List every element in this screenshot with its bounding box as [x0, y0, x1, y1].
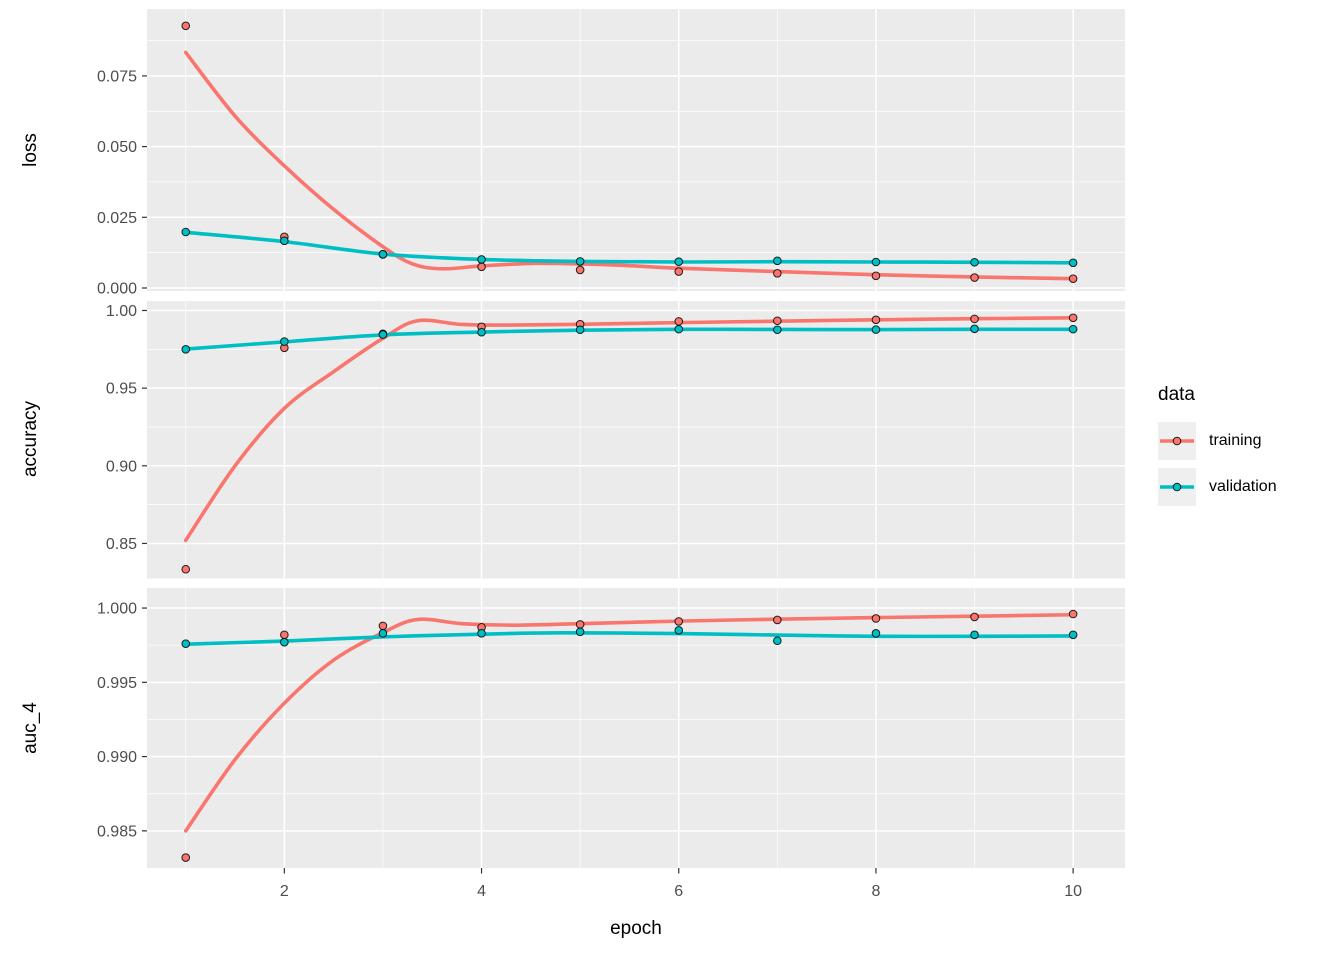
y-tick-label: 0.990 — [97, 749, 137, 766]
validation-smooth-line-loss — [183, 230, 1075, 265]
training-point-loss-epoch-6 — [674, 267, 684, 276]
validation-point-loss-epoch-10 — [1068, 258, 1078, 268]
training-point-auc_4-epoch-6 — [674, 617, 684, 626]
panel-background-accuracy — [147, 301, 1125, 579]
panel-background-auc_4 — [147, 588, 1125, 868]
training-point-loss-epoch-9 — [970, 273, 979, 282]
legend-label-validation: validation — [1209, 478, 1277, 495]
y-axis-title-auc: auc_4 — [20, 702, 41, 754]
validation-point-auc_4-epoch-6 — [674, 626, 684, 635]
validation-point-auc_4-epoch-9 — [970, 630, 979, 640]
validation-point-accuracy-epoch-10 — [1068, 324, 1078, 334]
y-tick-label: 0.995 — [97, 675, 137, 692]
validation-key-glyph — [1160, 482, 1194, 492]
validation-point-accuracy-epoch-1 — [181, 345, 191, 354]
legend-item-validation: validation — [1158, 468, 1338, 506]
training-point-accuracy-epoch-1 — [181, 564, 191, 574]
validation-point-accuracy-epoch-6 — [674, 324, 684, 334]
x-tick-label: 6 — [674, 883, 683, 900]
y-tick-label: 0.025 — [97, 210, 137, 227]
legend-key-validation-icon — [1158, 468, 1196, 506]
training-point-auc_4-epoch-10 — [1068, 609, 1078, 619]
y-tick-label: 0.985 — [97, 823, 137, 840]
training-point-auc_4-epoch-1 — [181, 853, 191, 862]
validation-key-point — [1172, 482, 1182, 492]
training-point-accuracy-epoch-9 — [970, 314, 979, 324]
legend-label-training: training — [1209, 432, 1262, 449]
validation-point-auc_4-epoch-2 — [280, 637, 289, 647]
training-point-accuracy-epoch-8 — [871, 315, 881, 325]
validation-smooth-line-accuracy — [183, 327, 1075, 351]
training-point-accuracy-epoch-6 — [674, 317, 684, 326]
y-tick-label: 0.000 — [97, 281, 137, 298]
validation-point-loss-epoch-3 — [378, 250, 388, 259]
legend-item-training: training — [1158, 422, 1338, 460]
validation-point-loss-epoch-9 — [970, 257, 979, 267]
validation-point-loss-epoch-6 — [674, 257, 684, 267]
panel-series-loss — [181, 21, 1078, 283]
validation-point-loss-epoch-2 — [280, 236, 289, 246]
validation-smooth-line-auc_4 — [183, 631, 1075, 646]
y-axis-title-loss: loss — [20, 133, 41, 167]
validation-point-accuracy-epoch-3 — [378, 330, 388, 339]
panel-series-auc_4 — [181, 609, 1078, 862]
y-tick-label: 0.050 — [97, 139, 137, 156]
y-axis-title-accuracy: accuracy — [20, 400, 41, 478]
validation-point-accuracy-epoch-4 — [477, 327, 486, 337]
y-tick-label: 0.95 — [106, 381, 137, 398]
validation-point-accuracy-epoch-9 — [970, 324, 979, 334]
training-point-auc_4-epoch-3 — [378, 621, 388, 631]
validation-point-loss-epoch-5 — [575, 257, 585, 266]
validation-point-accuracy-epoch-7 — [773, 325, 782, 335]
validation-point-auc_4-epoch-3 — [378, 629, 388, 638]
legend: data training validation — [1158, 384, 1338, 514]
panel-background-loss — [147, 9, 1125, 291]
validation-point-auc_4-epoch-1 — [181, 639, 191, 649]
training-point-auc_4-epoch-2 — [280, 630, 289, 640]
training-point-auc_4-epoch-8 — [871, 614, 881, 623]
y-tick-label: 0.90 — [106, 458, 137, 475]
validation-point-accuracy-epoch-2 — [280, 337, 289, 346]
training-point-auc_4-epoch-7 — [773, 615, 782, 625]
validation-point-accuracy-epoch-8 — [871, 325, 881, 334]
validation-point-auc_4-epoch-5 — [575, 627, 585, 637]
validation-point-auc_4-epoch-7 — [773, 636, 782, 646]
training-smooth-line-loss — [183, 50, 1075, 281]
training-point-loss-epoch-5 — [575, 265, 585, 275]
training-point-accuracy-epoch-7 — [773, 316, 782, 326]
training-key-glyph — [1160, 436, 1194, 446]
training-point-accuracy-epoch-10 — [1068, 313, 1078, 323]
y-tick-label: 1.00 — [106, 303, 137, 320]
training-point-loss-epoch-4 — [477, 262, 486, 272]
x-tick-label: 8 — [871, 883, 880, 900]
training-point-loss-epoch-8 — [871, 271, 881, 281]
validation-point-auc_4-epoch-10 — [1068, 630, 1078, 640]
training-key-point — [1172, 436, 1182, 446]
y-tick-label: 0.075 — [97, 68, 137, 85]
training-point-auc_4-epoch-5 — [575, 620, 585, 629]
training-point-auc_4-epoch-9 — [970, 612, 979, 622]
x-tick-label: 10 — [1064, 883, 1082, 900]
training-point-loss-epoch-1 — [181, 21, 191, 31]
validation-point-auc_4-epoch-4 — [477, 629, 486, 638]
y-tick-label: 1.000 — [97, 601, 137, 618]
validation-point-auc_4-epoch-8 — [871, 629, 881, 638]
x-tick-label: 4 — [477, 883, 486, 900]
validation-point-loss-epoch-8 — [871, 257, 881, 267]
legend-key-training-icon — [1158, 422, 1196, 460]
training-point-loss-epoch-10 — [1068, 274, 1078, 283]
x-tick-label: 2 — [280, 883, 289, 900]
training-point-loss-epoch-7 — [773, 269, 782, 278]
legend-title: data — [1158, 384, 1195, 405]
y-tick-label: 0.85 — [106, 536, 137, 553]
panel-series-accuracy — [181, 313, 1078, 574]
x-axis-title: epoch — [610, 918, 662, 939]
validation-point-loss-epoch-1 — [181, 227, 191, 237]
validation-point-loss-epoch-4 — [477, 255, 486, 264]
validation-point-accuracy-epoch-5 — [575, 325, 585, 335]
validation-point-loss-epoch-7 — [773, 256, 782, 266]
